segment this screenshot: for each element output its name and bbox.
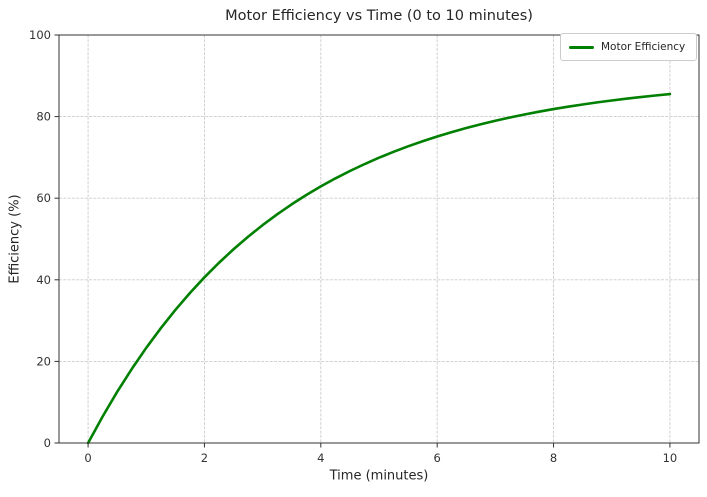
plot-frame <box>58 34 700 444</box>
y-tick-label: 60 <box>36 191 51 205</box>
axes-spines <box>58 34 700 444</box>
x-axis-label: Time (minutes) <box>329 468 429 484</box>
y-tick-label: 0 <box>44 436 51 450</box>
efficiency-curve <box>86 92 672 445</box>
x-tick-label: 8 <box>550 451 557 465</box>
tick-marks <box>54 34 671 448</box>
grid-lines <box>59 34 699 444</box>
y-tick-label: 80 <box>36 110 51 124</box>
y-tick-label: 40 <box>36 273 51 287</box>
y-axis-label: Efficiency (%) <box>7 194 23 284</box>
chart-title: Motor Efficiency vs Time (0 to 10 minute… <box>225 8 533 24</box>
x-tick-label: 6 <box>434 451 441 465</box>
legend: Motor Efficiency <box>560 33 697 61</box>
legend-label: Motor Efficiency <box>601 41 686 53</box>
x-tick-label: 0 <box>84 451 91 465</box>
x-tick-label: 2 <box>201 451 208 465</box>
y-tick-label: 20 <box>36 354 51 368</box>
x-tick-label: 4 <box>317 451 324 465</box>
x-tick-label: 10 <box>663 451 678 465</box>
line-series <box>86 92 672 445</box>
y-tick-label: 100 <box>29 28 51 42</box>
legend-line-swatch <box>569 45 594 49</box>
